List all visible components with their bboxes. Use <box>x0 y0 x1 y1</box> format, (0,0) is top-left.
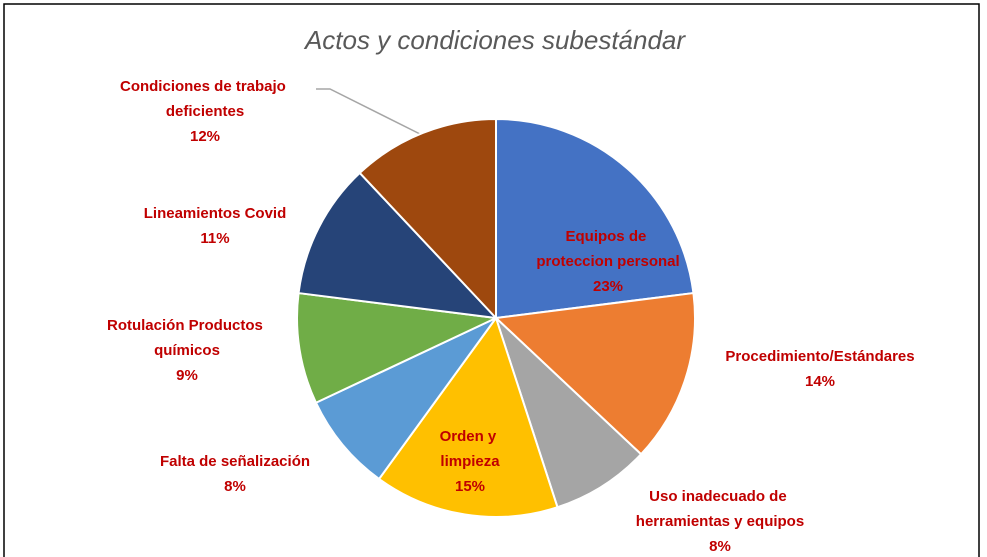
label-line: Equipos de <box>565 228 650 245</box>
data-label-name: Procedimiento/Estándares <box>725 348 914 365</box>
label-line: deficientes <box>166 103 244 120</box>
label-line: Falta de señalización <box>160 453 310 470</box>
data-label-value: 9% <box>176 367 198 384</box>
data-label-name: Uso inadecuado de herramientas y equipos <box>636 488 804 530</box>
leader-line <box>316 88 421 135</box>
pie-slice <box>377 315 559 518</box>
data-label-value: 15% <box>455 478 485 495</box>
data-label-name: Falta de señalización <box>160 453 310 470</box>
data-label-value: 8% <box>709 538 731 555</box>
data-label-value: 12% <box>190 128 220 145</box>
label-line: Uso inadecuado de <box>649 488 791 505</box>
data-label-name: Rotulación Productos químicos <box>107 317 267 359</box>
label-line: Condiciones de trabajo <box>120 78 290 95</box>
data-label-name: Lineamientos Covid <box>144 205 287 222</box>
label-line: Rotulación Productos <box>107 317 267 334</box>
pie-slice <box>495 317 643 509</box>
data-label-value: 11% <box>200 230 229 247</box>
pie-slice <box>495 117 695 320</box>
chart-title: Actos y condiciones subestándar <box>303 25 686 55</box>
pie-slice <box>297 171 499 320</box>
pie-slice <box>314 317 497 481</box>
data-label-value: 23% <box>593 278 623 295</box>
label-line: Orden y <box>440 428 501 445</box>
data-label-name: Condiciones de trabajo deficientes <box>120 78 290 120</box>
label-line: proteccion personal <box>536 253 679 270</box>
label-line: químicos <box>154 342 220 359</box>
data-label-value: 14% <box>805 373 835 390</box>
pie-slice <box>296 291 500 405</box>
pie-slice <box>358 117 497 321</box>
label-line: Procedimiento/Estándares <box>725 348 914 365</box>
label-line: limpieza <box>440 453 500 470</box>
data-label-value: 8% <box>224 478 246 495</box>
data-label-name: Equipos de proteccion personal <box>536 228 679 270</box>
label-line: Lineamientos Covid <box>144 205 287 222</box>
label-line: herramientas y equipos <box>636 513 804 530</box>
pie-slice <box>493 291 696 456</box>
data-label-name: Orden y limpieza <box>440 428 501 470</box>
